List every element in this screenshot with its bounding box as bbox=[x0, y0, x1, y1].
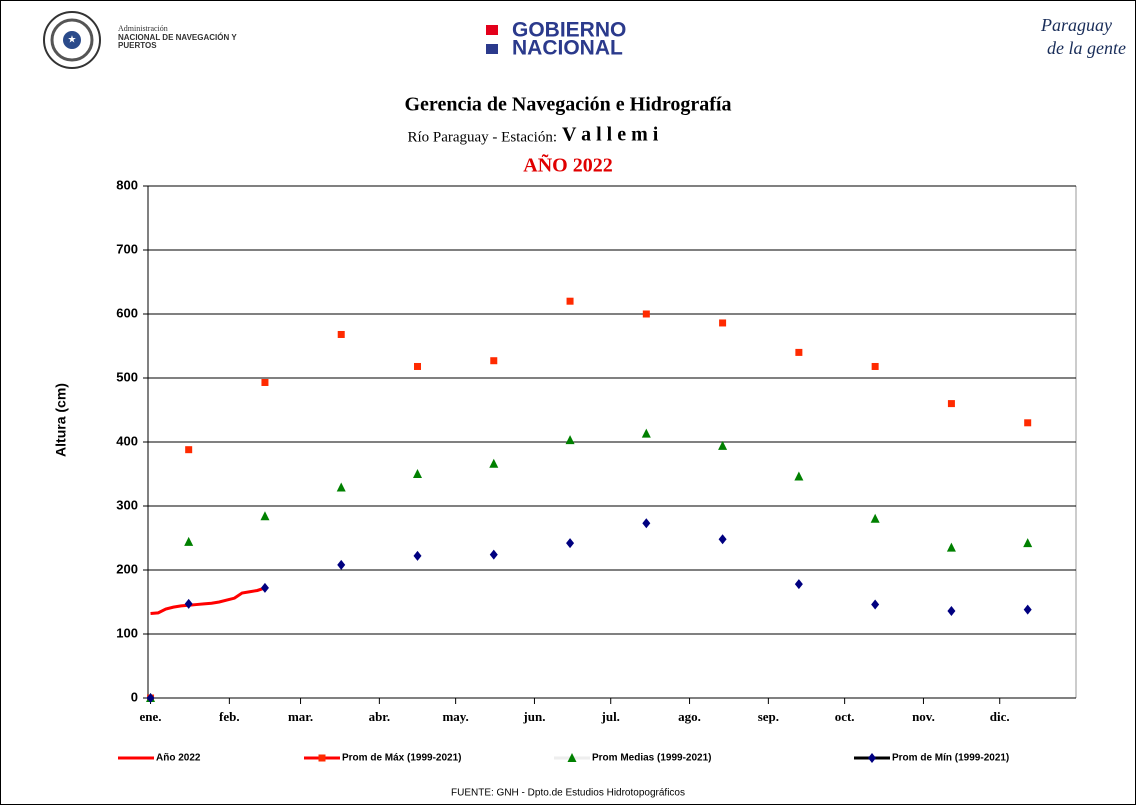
y-tick-label: 100 bbox=[116, 625, 138, 640]
marker-triangle bbox=[641, 428, 651, 438]
agency-logo: ★ bbox=[43, 11, 101, 69]
station: V a l l e m i bbox=[562, 124, 659, 146]
y-tick-label: 500 bbox=[116, 369, 138, 384]
marker-square bbox=[719, 319, 727, 327]
marker-diamond bbox=[871, 599, 880, 610]
agency-text: Administración bbox=[118, 24, 168, 33]
agency-text: PUERTOS bbox=[118, 41, 157, 50]
x-tick-label: abr. bbox=[369, 709, 391, 724]
marker-triangle bbox=[1023, 538, 1033, 548]
y-tick-label: 300 bbox=[116, 497, 138, 512]
marker-square bbox=[414, 362, 422, 370]
gov-text: GOBIERNO bbox=[512, 19, 626, 42]
legend-label: Prom de Máx (1999-2021) bbox=[342, 753, 462, 764]
slogan: Paraguay bbox=[1040, 15, 1112, 35]
marker-square bbox=[490, 357, 498, 365]
chart-title: Gerencia de Navegación e Hidrografía bbox=[405, 94, 732, 116]
x-tick-label: dic. bbox=[990, 709, 1010, 724]
y-axis-label: Altura (cm) bbox=[53, 383, 69, 457]
x-tick-label: feb. bbox=[219, 709, 240, 724]
legend-label: Año 2022 bbox=[156, 753, 201, 764]
marker-diamond bbox=[260, 582, 269, 593]
series-line bbox=[150, 586, 266, 616]
x-tick-label: ago. bbox=[678, 709, 701, 724]
x-tick-label: may. bbox=[442, 709, 468, 724]
marker-diamond bbox=[718, 534, 727, 545]
marker-square bbox=[337, 330, 345, 338]
x-tick-label: jul. bbox=[601, 709, 620, 724]
svg-text:★: ★ bbox=[68, 35, 77, 46]
marker-diamond bbox=[1023, 604, 1032, 615]
agency-text: NACIONAL DE NAVEGACIÓN Y bbox=[118, 33, 237, 42]
marker-triangle bbox=[567, 753, 577, 762]
marker-diamond bbox=[146, 693, 155, 703]
year-label: AÑO 2022 bbox=[523, 154, 612, 177]
marker-diamond bbox=[413, 550, 422, 561]
marker-square bbox=[1024, 419, 1032, 427]
marker-square bbox=[185, 446, 193, 454]
y-tick-label: 600 bbox=[116, 305, 138, 320]
x-tick-label: nov. bbox=[912, 709, 935, 724]
marker-square bbox=[642, 310, 650, 318]
gov-square bbox=[486, 44, 498, 54]
marker-square bbox=[795, 348, 803, 356]
y-tick-label: 800 bbox=[116, 177, 138, 192]
marker-triangle bbox=[946, 542, 956, 552]
gov-text: NACIONAL bbox=[512, 37, 623, 60]
marker-diamond bbox=[184, 598, 193, 609]
source: FUENTE: GNH - Dpto.de Estudios Hidrotopo… bbox=[451, 788, 685, 799]
x-tick-label: mar. bbox=[288, 709, 313, 724]
marker-diamond bbox=[337, 559, 346, 570]
marker-square bbox=[318, 754, 326, 762]
legend-label: Prom Medias (1999-2021) bbox=[592, 753, 712, 764]
y-tick-label: 700 bbox=[116, 241, 138, 256]
marker-triangle bbox=[184, 536, 194, 546]
slogan: de la gente bbox=[1047, 38, 1126, 58]
marker-triangle bbox=[565, 435, 575, 445]
y-tick-label: 0 bbox=[131, 689, 138, 704]
y-tick-label: 200 bbox=[116, 561, 138, 576]
x-tick-label: ene. bbox=[140, 709, 162, 724]
x-tick-label: oct. bbox=[835, 709, 855, 724]
marker-triangle bbox=[870, 513, 880, 523]
marker-triangle bbox=[413, 469, 423, 478]
y-tick-label: 400 bbox=[116, 433, 138, 448]
legend-label: Prom de Mín (1999-2021) bbox=[892, 753, 1009, 764]
marker-diamond bbox=[794, 579, 803, 590]
marker-diamond bbox=[642, 518, 651, 529]
marker-diamond bbox=[489, 549, 498, 560]
marker-triangle bbox=[260, 511, 270, 521]
x-tick-label: jun. bbox=[522, 709, 545, 724]
marker-diamond bbox=[868, 753, 876, 763]
marker-diamond bbox=[947, 605, 956, 616]
gov-square bbox=[486, 25, 498, 35]
chart-subtitle: Río Paraguay - Estación: bbox=[407, 129, 557, 145]
marker-triangle bbox=[336, 482, 346, 492]
marker-square bbox=[871, 362, 879, 370]
marker-square bbox=[947, 400, 955, 408]
marker-diamond bbox=[566, 538, 575, 549]
marker-triangle bbox=[718, 440, 728, 450]
marker-triangle bbox=[794, 471, 804, 481]
marker-square bbox=[566, 297, 574, 305]
marker-square bbox=[261, 378, 269, 386]
x-tick-label: sep. bbox=[758, 709, 779, 724]
marker-triangle bbox=[489, 458, 499, 468]
